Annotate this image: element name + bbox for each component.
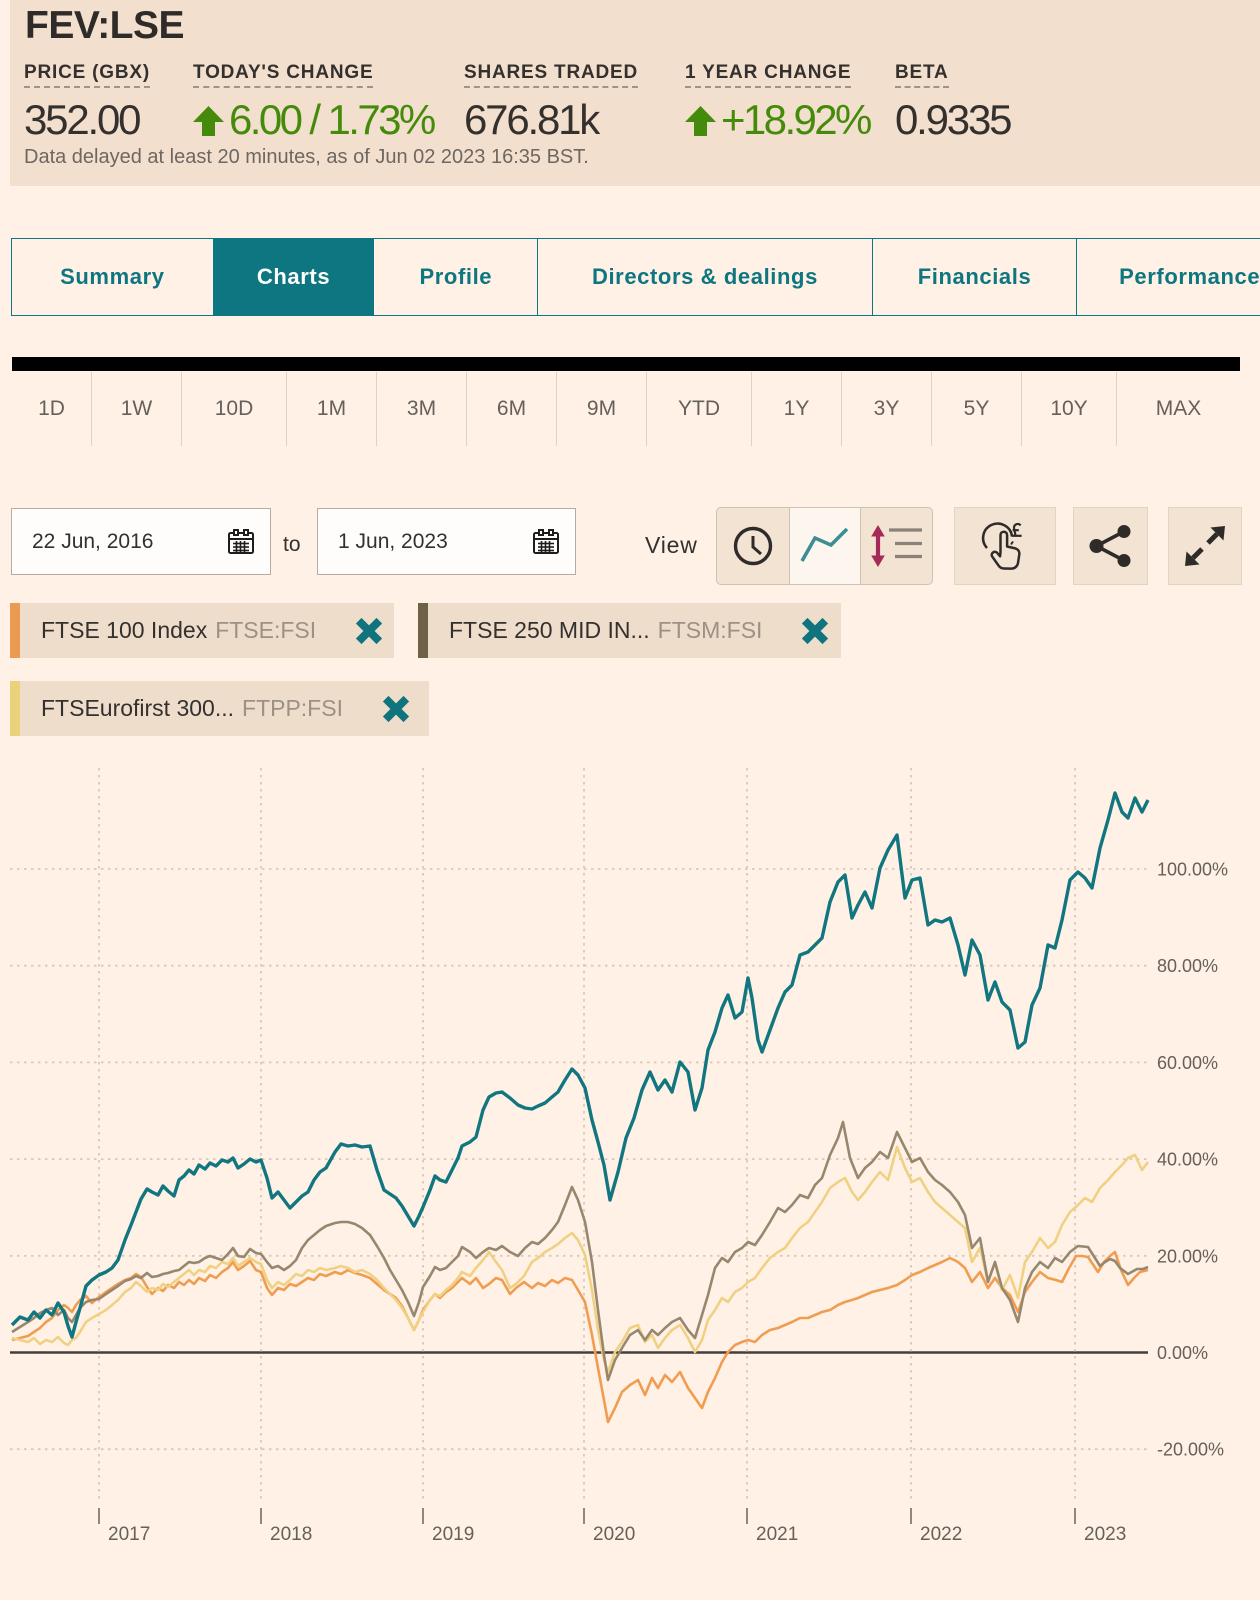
svg-text:2020: 2020 <box>593 1524 635 1545</box>
svg-text:2017: 2017 <box>108 1524 150 1545</box>
svg-text:60.00%: 60.00% <box>1157 1053 1218 1073</box>
svg-text:80.00%: 80.00% <box>1157 956 1218 976</box>
svg-text:0.00%: 0.00% <box>1157 1343 1208 1363</box>
svg-text:2021: 2021 <box>756 1524 798 1545</box>
svg-text:2023: 2023 <box>1084 1524 1126 1545</box>
svg-text:2019: 2019 <box>432 1524 474 1545</box>
svg-text:100.00%: 100.00% <box>1157 860 1228 880</box>
svg-text:40.00%: 40.00% <box>1157 1150 1218 1170</box>
svg-text:2018: 2018 <box>270 1524 312 1545</box>
svg-text:20.00%: 20.00% <box>1157 1246 1218 1266</box>
svg-text:2022: 2022 <box>920 1524 962 1545</box>
svg-text:-20.00%: -20.00% <box>1157 1440 1224 1460</box>
